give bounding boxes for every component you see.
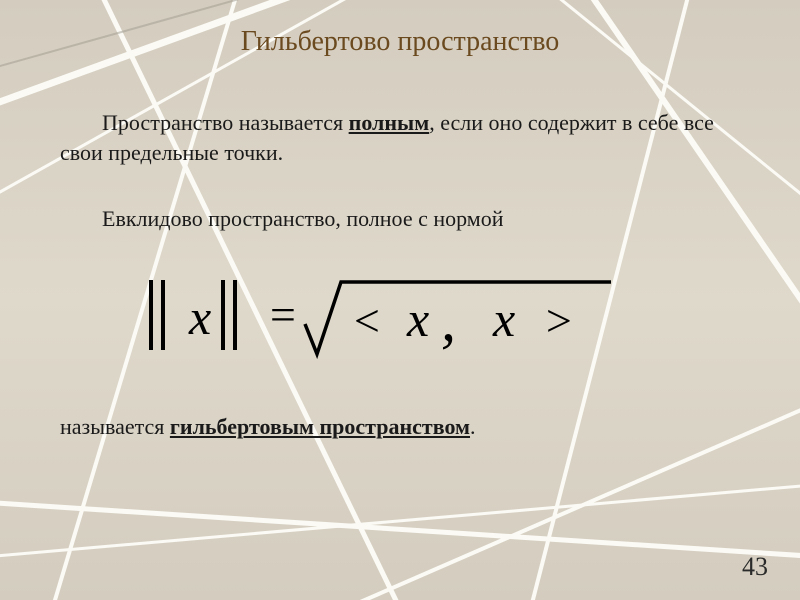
svg-text:x: x xyxy=(406,291,429,347)
p2-text: Евклидово пространство, полное с нормой xyxy=(102,206,504,231)
svg-text:,: , xyxy=(441,287,456,353)
p1-text-before: Пространство называется xyxy=(102,110,349,135)
paragraph-hilbert: называется гильбертовым пространством. xyxy=(60,414,740,440)
svg-text:>: > xyxy=(543,295,574,346)
paragraph-complete-space: Пространство называется полным, если оно… xyxy=(60,108,740,167)
svg-text:<: < xyxy=(351,295,382,346)
p1-emph: полным xyxy=(349,110,430,135)
paragraph-euclidean: Евклидово пространство, полное с нормой xyxy=(60,206,740,232)
slide-title: Гильбертово пространство xyxy=(0,26,800,58)
p3-text-after: . xyxy=(470,414,476,439)
p3-text-before: называется xyxy=(60,414,170,439)
slide-number: 43 xyxy=(742,552,768,582)
svg-text:=: = xyxy=(267,289,298,340)
p3-emph: гильбертовым пространством xyxy=(170,414,470,439)
slide-content: Гильбертово пространство Пространство на… xyxy=(0,0,800,600)
svg-text:x: x xyxy=(188,289,211,345)
norm-formula: x = < x , x > xyxy=(145,268,615,373)
formula-svg: x = < x , x > xyxy=(145,268,615,368)
svg-text:x: x xyxy=(492,291,515,347)
